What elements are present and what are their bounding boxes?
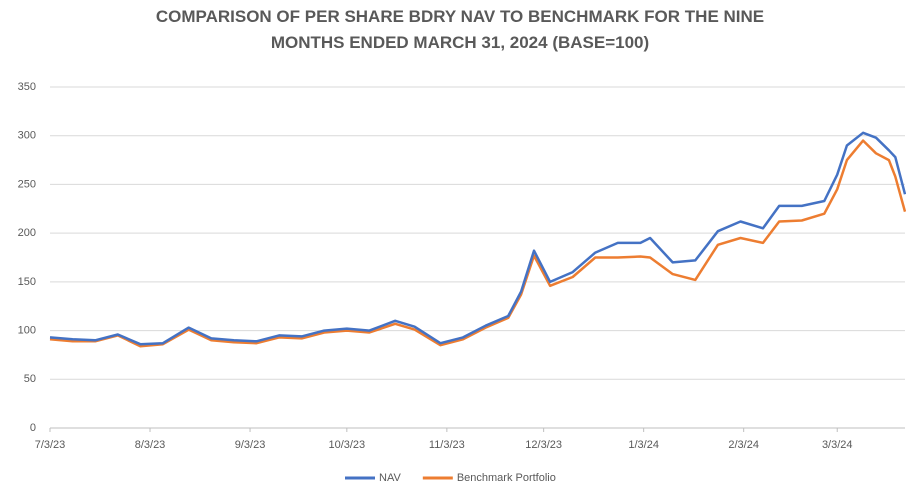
line-series bbox=[49, 131, 906, 346]
y-tick-label: 200 bbox=[18, 227, 36, 239]
y-tick-label: 100 bbox=[18, 324, 36, 336]
legend-label: Benchmark Portfolio bbox=[457, 472, 556, 484]
y-tick-label: 350 bbox=[18, 81, 36, 93]
x-tick-label: 7/3/23 bbox=[35, 439, 66, 451]
x-tick-label: 2/3/24 bbox=[728, 439, 759, 451]
line-series bbox=[49, 139, 906, 348]
x-tick-label: 12/3/23 bbox=[525, 439, 562, 451]
y-tick-label: 0 bbox=[30, 422, 36, 434]
y-tick-label: 300 bbox=[18, 130, 36, 142]
y-tick-label: 150 bbox=[18, 276, 36, 288]
chart-title: COMPARISON OF PER SHARE BDRY NAV TO BENC… bbox=[156, 7, 764, 26]
x-tick-label: 1/3/24 bbox=[628, 439, 659, 451]
y-tick-label: 250 bbox=[18, 178, 36, 190]
x-tick-label: 3/3/24 bbox=[822, 439, 853, 451]
chart-subtitle: MONTHS ENDED MARCH 31, 2024 (BASE=100) bbox=[271, 33, 649, 52]
x-tick-label: 11/3/23 bbox=[429, 439, 465, 451]
x-tick-label: 10/3/23 bbox=[328, 439, 365, 451]
x-tick-label: 8/3/23 bbox=[135, 439, 166, 451]
legend-label: NAV bbox=[379, 472, 401, 484]
y-tick-label: 50 bbox=[24, 373, 36, 385]
x-tick-label: 9/3/23 bbox=[235, 439, 266, 451]
